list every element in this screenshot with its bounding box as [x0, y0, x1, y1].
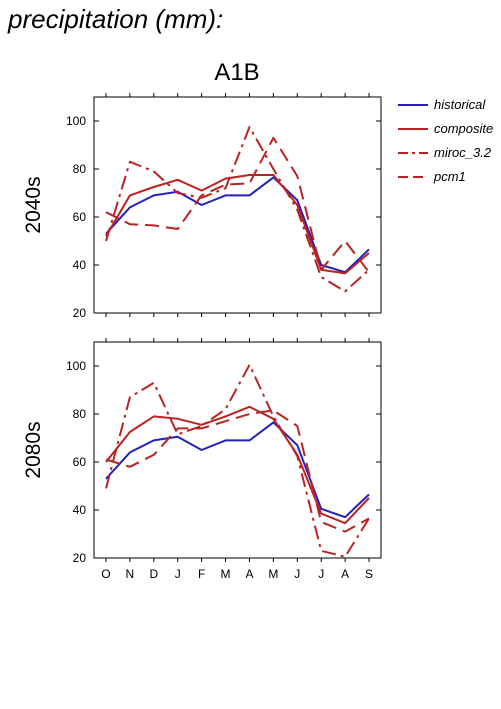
series-line-composite — [105, 405, 370, 525]
x-tick-label: D — [149, 567, 158, 581]
y-tick-label: 40 — [73, 503, 87, 517]
legend-label-historical: historical — [434, 97, 486, 112]
row-label-2080s: 2080s — [22, 421, 45, 478]
series-line-historical — [105, 421, 370, 519]
y-tick-label: 20 — [73, 551, 87, 565]
row-label-2040s: 2040s — [22, 176, 45, 233]
y-tick-label: 100 — [66, 114, 86, 128]
y-tick-label: 80 — [73, 162, 87, 176]
legend-label-composite: composite — [434, 121, 493, 136]
legend-label-pcm1: pcm1 — [433, 169, 466, 184]
y-tick-label: 100 — [66, 359, 86, 373]
y-tick-label: 60 — [73, 210, 87, 224]
plot-frame — [93, 341, 382, 559]
x-tick-label: F — [198, 567, 205, 581]
y-tick-label: 80 — [73, 407, 87, 421]
series-line-pcm1 — [105, 136, 370, 273]
x-tick-label: J — [175, 567, 181, 581]
legend: historical composite miroc_3.2 pcm1 — [398, 97, 493, 184]
series-line-miroc_3.2 — [105, 126, 370, 293]
x-tick-label: M — [221, 567, 231, 581]
x-tick-label: N — [126, 567, 135, 581]
x-tick-label: J — [318, 567, 324, 581]
x-tick-label: J — [294, 567, 300, 581]
y-tick-label: 60 — [73, 455, 87, 469]
series-line-pcm1 — [105, 409, 370, 533]
y-tick-label: 40 — [73, 258, 87, 272]
x-tick-label: M — [268, 567, 278, 581]
x-tick-label: A — [245, 567, 253, 581]
x-tick-label: A — [341, 567, 349, 581]
y-tick-label: 20 — [73, 306, 87, 320]
panel-2040s: 20 40 60 80 100 2040s — [22, 93, 382, 320]
page-title: precipitation (mm): — [8, 4, 224, 34]
series-line-miroc_3.2 — [105, 363, 370, 558]
plot-frame — [93, 96, 382, 314]
scenario-title: A1B — [214, 59, 259, 86]
x-tick-label: O — [101, 567, 110, 581]
legend-label-miroc_3.2: miroc_3.2 — [434, 145, 492, 160]
x-tick-label: S — [365, 567, 373, 581]
series-line-composite — [105, 174, 370, 275]
